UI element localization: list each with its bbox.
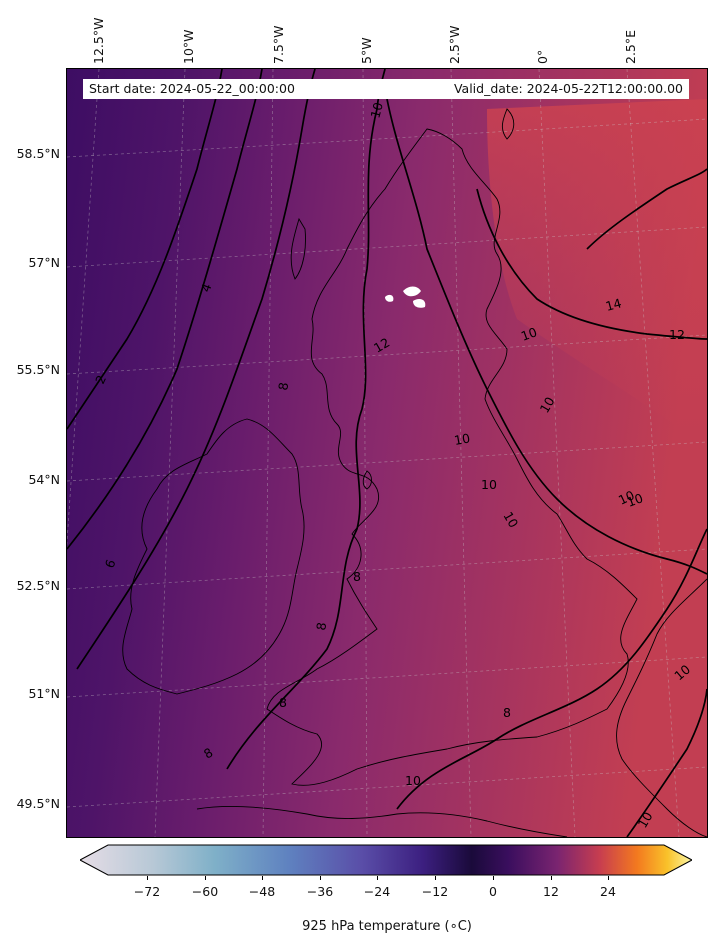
contour-6 [76,69,316,670]
lon-label: 2.5°W [447,25,462,65]
colorbar-tickmark [377,876,378,880]
valid-date: Valid_date: 2024-05-22T12:00:00.00 [453,81,683,96]
colorbar-tickmark [551,876,552,880]
europe-coast [616,578,707,837]
colorbar-tickmark [493,876,494,880]
lat-label: 51°N [28,686,60,701]
shetland-coast [501,108,515,140]
lon-label: 7.5°W [271,25,286,65]
colorbar-tick-label: −72 [133,884,161,899]
colorbar-tick-label: 0 [489,884,497,899]
france-coast [196,806,568,837]
colorbar-tick-label: 24 [600,884,616,899]
contour-4 [67,69,263,550]
colorbar-tick-label: −48 [248,884,276,899]
colorbar-bar [80,844,692,876]
date-info-box: Start date: 2024-05-22_00:00:00 Valid_da… [83,79,689,99]
contour-label-layer: 10 14 12 12 10 10 10 10 10 10 10 8 8 8 8… [92,100,693,830]
contour-label: 12 [371,335,392,356]
contour-label: 8 [503,705,511,720]
contour-label: 8 [275,381,291,391]
start-date: Start date: 2024-05-22_00:00:00 [89,81,295,96]
lon-label: 12.5°W [91,17,106,64]
lat-label: 54°N [28,472,60,487]
ireland-coast [122,418,305,695]
lat-label: 52.5°N [16,578,60,593]
colorbar-tickmark [435,876,436,880]
contour-12 [476,188,707,340]
lon-label: 5°W [359,37,374,64]
contour-10-west [396,528,707,810]
lon-label: 10°W [181,29,196,64]
contour-label: 10 [367,100,386,119]
contour-2 [67,69,223,430]
contour-8 [226,69,386,770]
lon-label: 0° [535,49,550,64]
lon-label: 2.5°E [623,29,638,64]
colorbar-tick-label: 12 [543,884,559,899]
colorbar-tickmark [320,876,321,880]
graticule [67,69,707,837]
temperature-contours [67,69,707,837]
contour-label: 10 [481,477,497,492]
colorbar [80,844,692,876]
contour-10-southeast [626,688,707,837]
contour-10-east [386,98,707,575]
colorbar-tick-label: −60 [191,884,219,899]
contour-label: 10 [635,809,656,830]
coastlines [122,108,707,837]
contour-label: 8 [353,569,361,584]
contour-label: 10 [405,773,421,788]
lat-label: 57°N [28,255,60,270]
contour-label: 10 [616,487,637,507]
lat-label: 55.5°N [16,362,60,377]
colorbar-tick-label: −12 [421,884,449,899]
contour-14 [586,168,707,250]
colorbar-tick-label: −36 [306,884,334,899]
contour-label: 10 [537,394,558,415]
isle-of-man-coast [362,470,372,490]
colorbar-tickmark [262,876,263,880]
map-panel: 10 14 12 12 10 10 10 10 10 10 10 8 8 8 8… [66,68,708,838]
contour-label: 10 [625,490,645,510]
missing-data-patches [385,286,426,308]
colorbar-tickmark [147,876,148,880]
contour-label: 14 [604,295,623,314]
contour-label: 10 [500,509,521,530]
contour-label: 10 [453,430,471,448]
colorbar-tick-label: −24 [363,884,391,899]
contour-label: 8 [313,621,329,631]
warm-region [487,99,707,449]
lat-label: 58.5°N [16,146,60,161]
colorbar-tickmark [608,876,609,880]
contour-label: 12 [669,327,685,342]
colorbar-label: 925 hPa temperature (∘C) [302,919,472,934]
contour-label: 8 [279,695,287,710]
colorbar-tickmark [205,876,206,880]
contour-label: 10 [519,324,539,344]
hebrides-coast [290,217,306,280]
temperature-map: 10 14 12 12 10 10 10 10 10 10 10 8 8 8 8… [67,69,707,837]
great-britain-coast [266,128,638,786]
lat-label: 49.5°N [16,796,60,811]
